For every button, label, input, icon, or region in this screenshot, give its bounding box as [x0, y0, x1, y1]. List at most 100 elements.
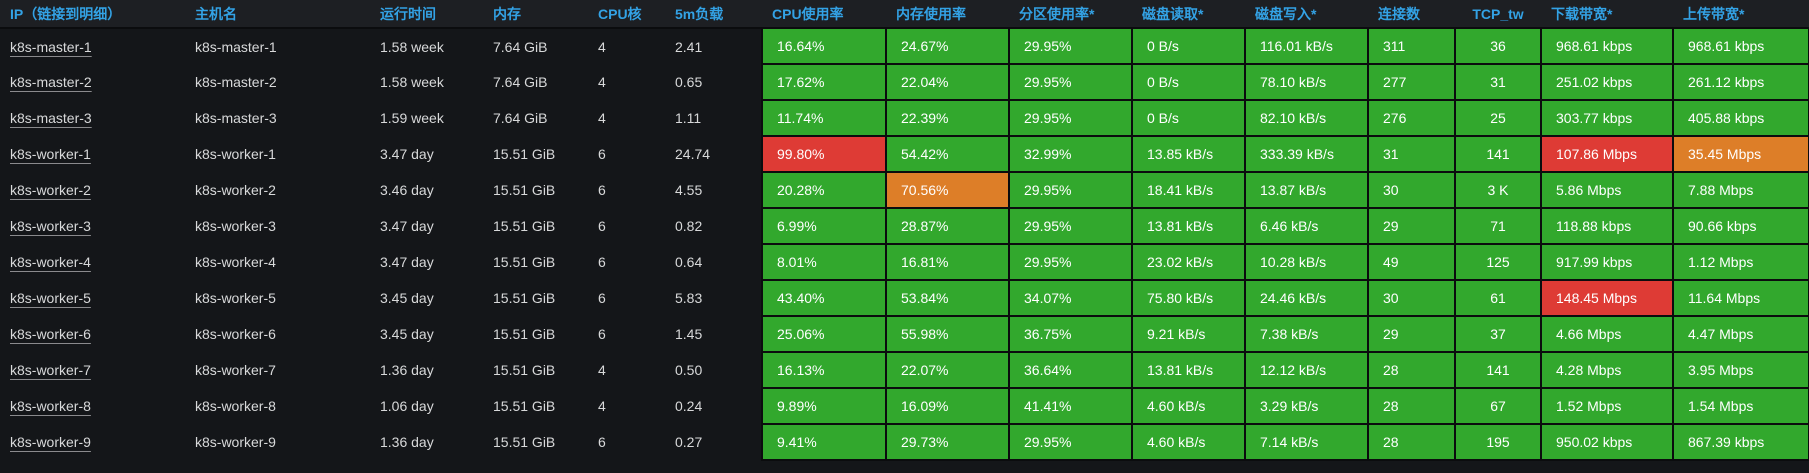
- cell-cpu-cores: 6: [598, 182, 606, 198]
- cell-tcp-tw: 61: [1454, 279, 1542, 317]
- cell-cpu-usage: 8.01%: [761, 243, 887, 281]
- cell-hostname: k8s-worker-2: [195, 182, 276, 198]
- cell-ip: k8s-worker-4: [0, 244, 185, 280]
- cell-uptime: 3.45 day: [380, 290, 434, 306]
- node-detail-link[interactable]: k8s-worker-7: [10, 362, 91, 378]
- cell-cpu-cores: 4: [598, 110, 606, 126]
- node-detail-link[interactable]: k8s-master-2: [10, 74, 92, 90]
- cell-download-bw: 251.02 kbps: [1540, 63, 1674, 101]
- cell-hostname: k8s-worker-5: [195, 290, 276, 306]
- column-header-ip[interactable]: IP（链接到明细）: [0, 0, 185, 29]
- cell-memory: 15.51 GiB: [493, 218, 556, 234]
- cell-cpu-cores: 6: [598, 254, 606, 270]
- cell-connections: 311: [1367, 27, 1456, 65]
- cell-tcp-tw: 67: [1454, 387, 1542, 425]
- cell-ip: k8s-worker-2: [0, 172, 185, 208]
- cell-disk-write: 10.28 kB/s: [1244, 243, 1369, 281]
- column-header-tcp-tw[interactable]: TCP_tw: [1455, 0, 1541, 29]
- column-header-upload-bw[interactable]: 上传带宽*: [1673, 0, 1809, 29]
- table-row: k8s-worker-2 k8s-worker-2 3.46 day 15.51 Gi…: [0, 171, 1809, 209]
- node-detail-link[interactable]: k8s-worker-8: [10, 398, 91, 414]
- cell-mem-usage: 70.56%: [885, 171, 1010, 209]
- cell-mem-usage: 16.09%: [885, 387, 1010, 425]
- node-detail-link[interactable]: k8s-worker-2: [10, 182, 91, 198]
- node-detail-link[interactable]: k8s-worker-4: [10, 254, 91, 270]
- cell-tcp-tw: 3 K: [1454, 171, 1542, 209]
- node-detail-link[interactable]: k8s-worker-1: [10, 146, 91, 162]
- cell-connections: 30: [1367, 171, 1456, 209]
- node-detail-link[interactable]: k8s-worker-6: [10, 326, 91, 342]
- cell-download-bw: 968.61 kbps: [1540, 27, 1674, 65]
- cell-disk-write: 7.38 kB/s: [1244, 315, 1369, 353]
- column-header-hostname[interactable]: 主机名: [185, 0, 370, 29]
- node-detail-link[interactable]: k8s-master-1: [10, 38, 92, 55]
- column-header-mem-usage[interactable]: 内存使用率: [886, 0, 1009, 29]
- column-header-uptime[interactable]: 运行时间: [370, 0, 483, 29]
- cell-tcp-tw: 141: [1454, 135, 1542, 173]
- cell-disk-read: 0 B/s: [1131, 99, 1246, 137]
- cell-cpu-usage: 25.06%: [761, 315, 887, 353]
- node-detail-link[interactable]: k8s-worker-3: [10, 218, 91, 234]
- column-header-download-bw[interactable]: 下载带宽*: [1541, 0, 1673, 29]
- node-detail-link[interactable]: k8s-master-3: [10, 110, 92, 126]
- column-header-disk-write[interactable]: 磁盘写入*: [1245, 0, 1368, 29]
- cell-disk-read: 13.81 kB/s: [1131, 351, 1246, 389]
- cell-download-bw: 148.45 Mbps: [1540, 279, 1674, 317]
- cell-uptime: 1.06 day: [380, 398, 434, 414]
- cell-partition-usage: 29.95%: [1008, 99, 1133, 137]
- column-header-connections[interactable]: 连接数: [1368, 0, 1455, 29]
- cell-partition-usage: 32.99%: [1008, 135, 1133, 173]
- header-row: IP（链接到明细） 主机名 运行时间 内存 CPU核 5m负载 CPU使用率 内存使用率 分区使…: [0, 0, 1809, 29]
- cell-upload-bw: 7.88 Mbps: [1672, 171, 1809, 209]
- cell-memory: 7.64 GiB: [493, 38, 548, 55]
- column-header-disk-read[interactable]: 磁盘读取*: [1132, 0, 1245, 29]
- cell-disk-write: 78.10 kB/s: [1244, 63, 1369, 101]
- cell-mem-usage: 22.39%: [885, 99, 1010, 137]
- cell-disk-write: 6.46 kB/s: [1244, 207, 1369, 245]
- cell-cpu-cores: 6: [598, 146, 606, 162]
- cell-cpu-cores: 6: [598, 434, 606, 450]
- column-header-cpu-usage[interactable]: CPU使用率: [762, 0, 886, 29]
- cell-disk-write: 333.39 kB/s: [1244, 135, 1369, 173]
- cell-mem-usage: 29.73%: [885, 423, 1010, 461]
- cell-load-5m: 2.41: [675, 38, 703, 55]
- column-header-partition-usage[interactable]: 分区使用率*: [1009, 0, 1132, 29]
- cell-partition-usage: 29.95%: [1008, 207, 1133, 245]
- cell-disk-read: 23.02 kB/s: [1131, 243, 1246, 281]
- cell-download-bw: 950.02 kbps: [1540, 423, 1674, 461]
- cell-memory: 15.51 GiB: [493, 326, 556, 342]
- node-detail-link[interactable]: k8s-worker-5: [10, 290, 91, 306]
- cell-connections: 276: [1367, 99, 1456, 137]
- node-detail-link[interactable]: k8s-worker-9: [10, 434, 91, 450]
- cell-partition-usage: 29.95%: [1008, 243, 1133, 281]
- table-row: k8s-worker-9 k8s-worker-9 1.36 day 15.51 Gi…: [0, 423, 1809, 461]
- cell-tcp-tw: 195: [1454, 423, 1542, 461]
- cell-download-bw: 4.28 Mbps: [1540, 351, 1674, 389]
- cell-memory: 15.51 GiB: [493, 398, 556, 414]
- cell-cpu-cores: 4: [598, 74, 606, 90]
- cell-cpu-usage: 20.28%: [761, 171, 887, 209]
- cell-cpu-usage: 9.89%: [761, 387, 887, 425]
- column-header-load-5m[interactable]: 5m负载: [665, 0, 762, 29]
- table-row: k8s-worker-7 k8s-worker-7 1.36 day 15.51 Gi…: [0, 351, 1809, 389]
- column-header-memory[interactable]: 内存: [483, 0, 588, 29]
- cell-download-bw: 5.86 Mbps: [1540, 171, 1674, 209]
- cell-disk-read: 0 B/s: [1131, 27, 1246, 65]
- cell-ip: k8s-master-3: [0, 100, 185, 136]
- cell-disk-write: 24.46 kB/s: [1244, 279, 1369, 317]
- cell-cpu-cores: 6: [598, 218, 606, 234]
- column-header-cpu-cores[interactable]: CPU核: [588, 0, 665, 29]
- cell-disk-read: 9.21 kB/s: [1131, 315, 1246, 353]
- table-row: k8s-worker-1 k8s-worker-1 3.47 day 15.51 Gi…: [0, 135, 1809, 173]
- table-row: k8s-worker-4 k8s-worker-4 3.47 day 15.51 Gi…: [0, 243, 1809, 281]
- cell-mem-usage: 53.84%: [885, 279, 1010, 317]
- cell-disk-write: 7.14 kB/s: [1244, 423, 1369, 461]
- cell-connections: 28: [1367, 387, 1456, 425]
- table-body: k8s-master-1 k8s-master-1 1.58 week 7.64 Gi…: [0, 27, 1809, 461]
- cell-connections: 29: [1367, 315, 1456, 353]
- cell-download-bw: 107.86 Mbps: [1540, 135, 1674, 173]
- cell-ip: k8s-worker-5: [0, 280, 185, 316]
- cell-download-bw: 303.77 kbps: [1540, 99, 1674, 137]
- cell-disk-write: 3.29 kB/s: [1244, 387, 1369, 425]
